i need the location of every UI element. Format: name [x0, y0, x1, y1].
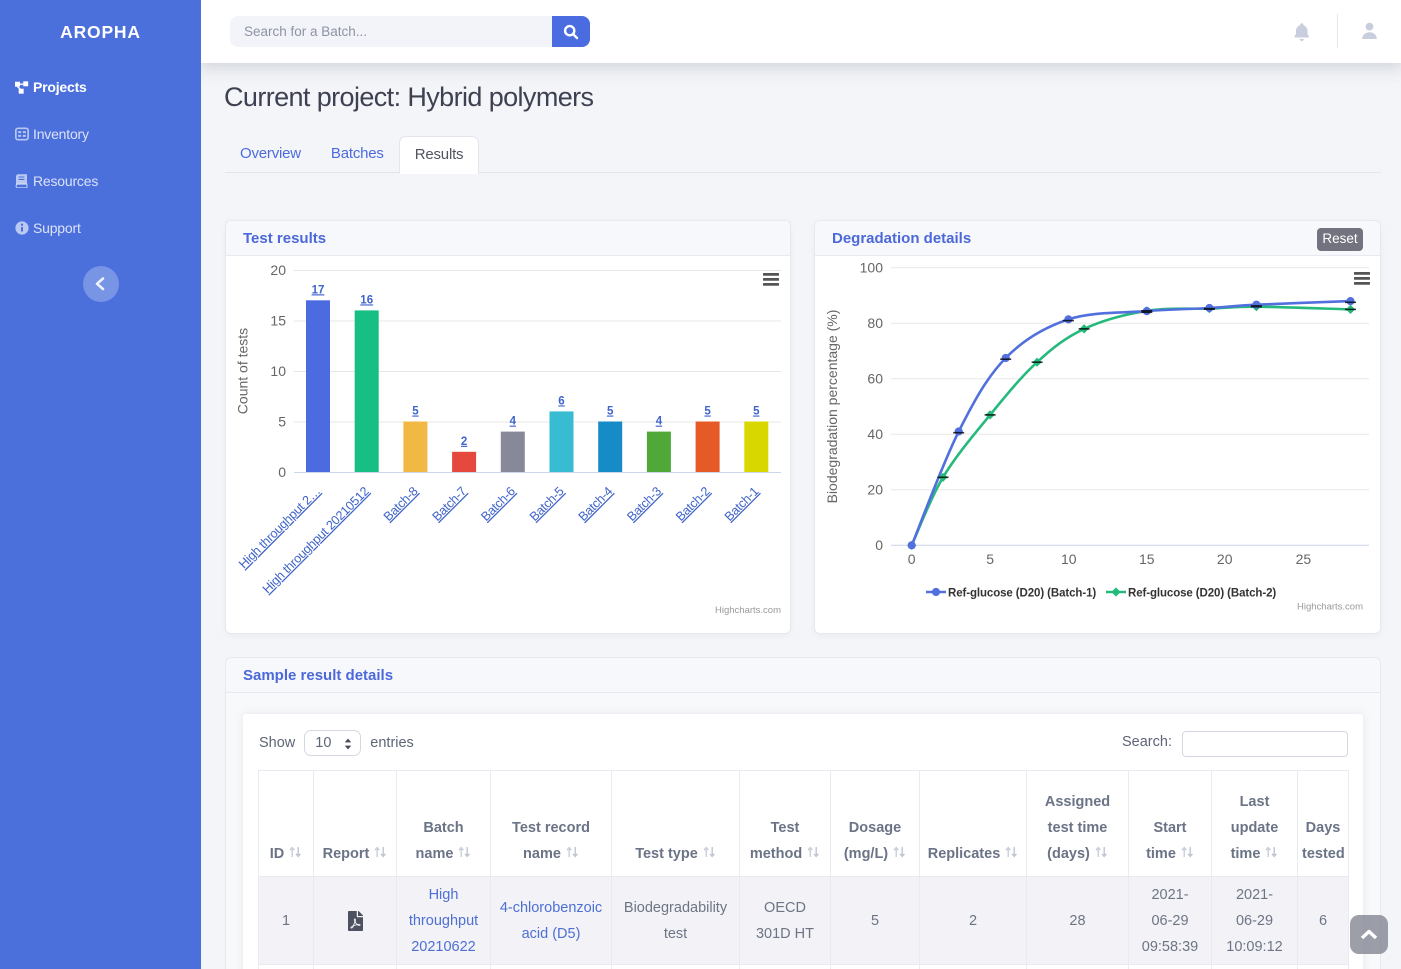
- svg-text:25: 25: [1296, 551, 1312, 567]
- svg-text:Highcharts.com: Highcharts.com: [715, 605, 781, 616]
- svg-text:5: 5: [986, 551, 994, 567]
- svg-text:Batch-4: Batch-4: [576, 484, 616, 524]
- svg-text:80: 80: [867, 315, 883, 331]
- svg-text:High throughput 2…: High throughput 2…: [236, 484, 323, 571]
- svg-text:10: 10: [1061, 551, 1077, 567]
- svg-text:17: 17: [312, 284, 325, 296]
- svg-text:Ref-glucose (D20) (Batch-1): Ref-glucose (D20) (Batch-1): [948, 588, 1096, 600]
- svg-text:5: 5: [607, 406, 614, 418]
- svg-text:0: 0: [908, 551, 916, 567]
- svg-text:0: 0: [278, 464, 286, 480]
- svg-text:60: 60: [867, 370, 883, 386]
- svg-text:10: 10: [270, 363, 286, 379]
- svg-text:5: 5: [412, 406, 419, 418]
- svg-text:Batch-3: Batch-3: [624, 484, 664, 524]
- svg-text:100: 100: [860, 259, 884, 275]
- svg-text:Batch-5: Batch-5: [527, 484, 567, 524]
- svg-text:40: 40: [867, 426, 883, 442]
- svg-text:Batch-8: Batch-8: [381, 484, 421, 524]
- svg-text:4: 4: [510, 416, 517, 428]
- svg-text:Batch-2: Batch-2: [673, 484, 713, 524]
- svg-text:16: 16: [360, 294, 373, 306]
- svg-text:4: 4: [656, 416, 663, 428]
- svg-text:20: 20: [1217, 551, 1233, 567]
- svg-text:15: 15: [270, 313, 286, 329]
- svg-text:Batch-6: Batch-6: [478, 484, 518, 524]
- svg-text:Ref-glucose (D20) (Batch-2): Ref-glucose (D20) (Batch-2): [1128, 588, 1276, 600]
- svg-text:0: 0: [875, 537, 883, 553]
- svg-text:Count of tests: Count of tests: [235, 328, 251, 414]
- svg-text:5: 5: [704, 406, 711, 418]
- svg-text:5: 5: [753, 406, 760, 418]
- svg-text:20: 20: [867, 481, 883, 497]
- svg-text:Batch-7: Batch-7: [430, 484, 470, 524]
- svg-text:6: 6: [558, 395, 564, 407]
- svg-text:Batch-1: Batch-1: [722, 484, 762, 524]
- svg-text:2: 2: [461, 436, 467, 448]
- svg-text:5: 5: [278, 414, 286, 430]
- svg-text:15: 15: [1139, 551, 1155, 567]
- svg-text:Biodegradation percentage (%): Biodegradation percentage (%): [824, 310, 840, 504]
- svg-text:20: 20: [270, 262, 286, 278]
- svg-text:Highcharts.com: Highcharts.com: [1297, 602, 1363, 613]
